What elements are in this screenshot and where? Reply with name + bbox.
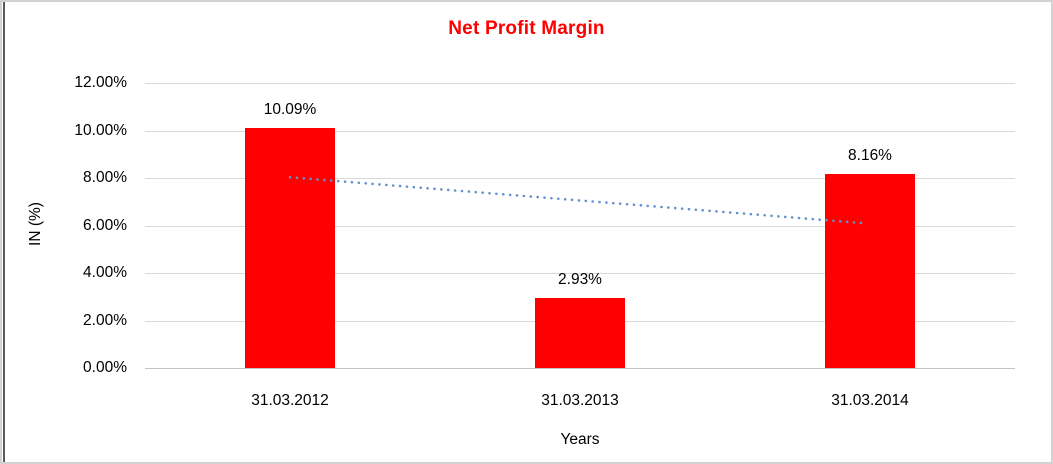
bar: [535, 298, 625, 368]
bar-data-label: 2.93%: [558, 271, 602, 288]
y-tick-label: 2.00%: [83, 312, 127, 329]
gridline: [145, 273, 1015, 274]
gridline: [145, 131, 1015, 132]
gridline: [145, 226, 1015, 227]
x-tick-label: 31.03.2012: [251, 392, 329, 409]
gridline: [145, 83, 1015, 84]
bar-data-label: 8.16%: [848, 147, 892, 164]
bar: [825, 174, 915, 368]
y-tick-label: 6.00%: [83, 217, 127, 234]
y-tick-label: 8.00%: [83, 169, 127, 186]
x-tick-label: 31.03.2014: [831, 392, 909, 409]
y-tick-label: 12.00%: [74, 74, 127, 91]
y-tick-label: 0.00%: [83, 359, 127, 376]
chart-title: Net Profit Margin: [448, 18, 605, 39]
gridline: [145, 368, 1015, 369]
y-tick-label: 10.00%: [74, 122, 127, 139]
x-axis-title: Years: [560, 431, 600, 448]
left-border-line: [3, 2, 5, 462]
gridline: [145, 178, 1015, 179]
y-tick-label: 4.00%: [83, 264, 127, 281]
bar-data-label: 10.09%: [263, 101, 317, 118]
y-axis-title: IN (%): [27, 202, 44, 246]
x-tick-label: 31.03.2013: [541, 392, 619, 409]
bar: [245, 128, 335, 368]
